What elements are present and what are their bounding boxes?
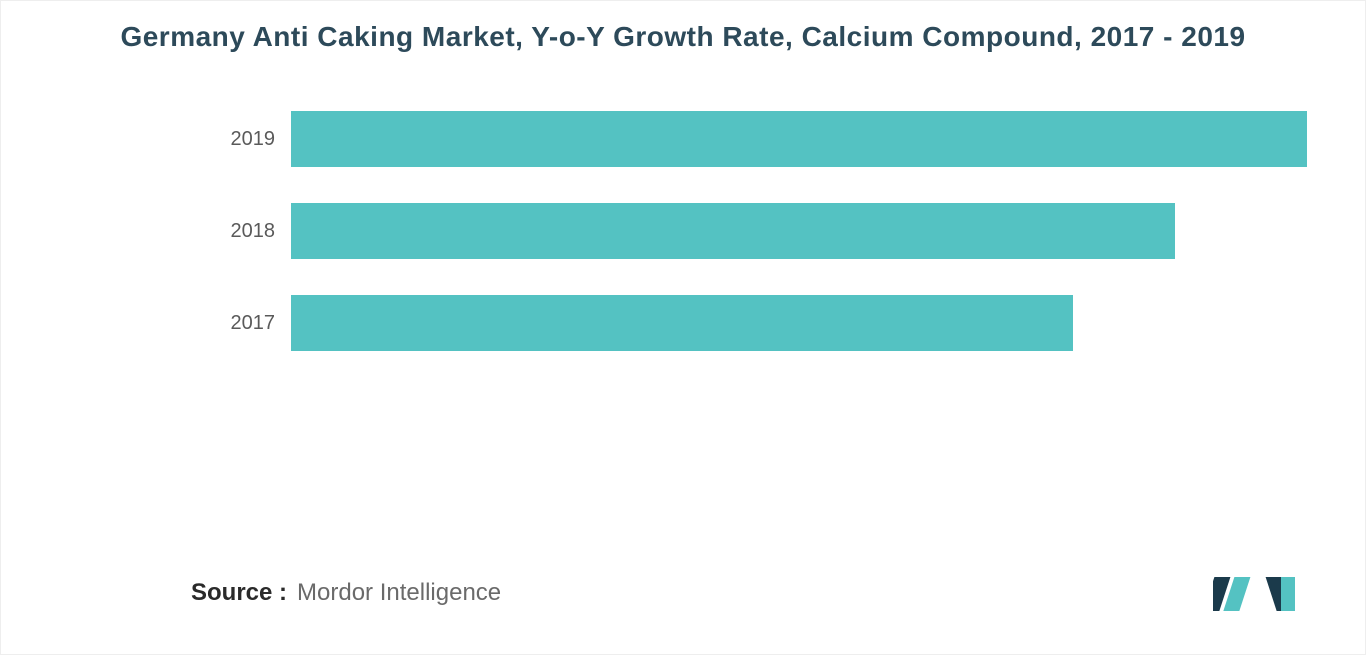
source-value: Mordor Intelligence <box>297 579 501 607</box>
chart-footer: Source : Mordor Intelligence <box>1 569 1365 617</box>
bar-fill <box>291 111 1307 167</box>
y-axis-label: 2019 <box>201 128 291 151</box>
bar-row: 2019 <box>201 111 1305 167</box>
bar-fill <box>291 203 1175 259</box>
bar-track <box>291 111 1307 167</box>
bar-track <box>291 203 1305 259</box>
y-axis-label: 2018 <box>201 220 291 243</box>
y-axis-label: 2017 <box>201 312 291 335</box>
bar-row: 2018 <box>201 203 1305 259</box>
source-label: Source : <box>191 579 287 607</box>
chart-title: Germany Anti Caking Market, Y-o-Y Growth… <box>1 1 1365 53</box>
bar-row: 2017 <box>201 295 1305 351</box>
logo-mark <box>1213 577 1295 611</box>
brand-logo-icon <box>1213 569 1309 617</box>
source-line: Source : Mordor Intelligence <box>191 579 501 607</box>
bar-fill <box>291 295 1073 351</box>
bar-track <box>291 295 1305 351</box>
